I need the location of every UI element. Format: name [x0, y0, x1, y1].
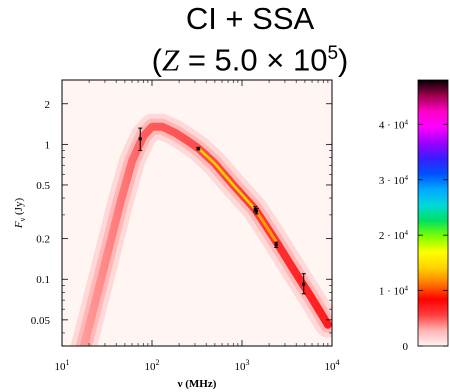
x-tick-label: 102 — [145, 358, 160, 373]
data-marker — [196, 147, 200, 151]
colorbar-tick-label: 4 · 104 — [379, 118, 409, 131]
data-marker — [253, 207, 257, 211]
model-band — [70, 113, 332, 346]
data-point — [274, 241, 279, 248]
x-tick-label: 101 — [55, 358, 70, 373]
chart-title-line1: CI + SSA — [185, 1, 315, 36]
title-paren-open: ( — [151, 42, 162, 78]
x-tick-label: 103 — [235, 358, 250, 373]
data-point — [254, 207, 259, 215]
y-tick-label: 1 — [45, 139, 51, 151]
y-tick-label: 0.5 — [36, 180, 50, 192]
data-marker — [302, 282, 306, 286]
colorbar-tick-label: 0 — [403, 341, 409, 353]
plot-frame — [61, 79, 333, 347]
colorbar: 0 1 · 104 2 · 104 3 · 104 4 · 104 — [379, 79, 449, 353]
model-band-inner — [79, 122, 332, 346]
data-marker — [138, 137, 142, 141]
x-tick-label: 104 — [325, 358, 340, 373]
data-point — [138, 127, 143, 152]
y-tick-label: 0.1 — [36, 274, 50, 286]
data-point — [301, 273, 306, 295]
colorbar-tick-label: 3 · 104 — [379, 174, 409, 187]
data-marker — [274, 243, 278, 247]
title-exponent: 5 — [327, 43, 339, 64]
y-tick-label: 2 — [45, 99, 51, 111]
colorbar-tick-label: 2 · 104 — [379, 229, 409, 242]
title-value: = 5.0 × 10 — [179, 42, 328, 78]
title-variable: Z — [161, 42, 180, 78]
x-axis-label: ν (MHz) — [177, 378, 217, 390]
plot-area: 101 102 103 104 2 1 0.5 0.2 0.1 0.05 — [31, 79, 340, 373]
y-tick-label: 0.05 — [31, 315, 51, 327]
model-band-peak — [198, 148, 256, 210]
chart-title-line2: (Z = 5.0 × 105) — [100, 37, 400, 77]
data-point — [196, 146, 201, 151]
y-tick-label: 0.2 — [36, 234, 50, 246]
colorbar-tick-label: 1 · 104 — [379, 285, 409, 298]
data-marker — [255, 209, 259, 213]
y-axis-label: Fν (Jy) — [13, 198, 27, 230]
colorbar-gradient — [418, 80, 448, 346]
title-paren-close: ) — [338, 42, 349, 78]
colorbar-frame — [417, 79, 449, 347]
